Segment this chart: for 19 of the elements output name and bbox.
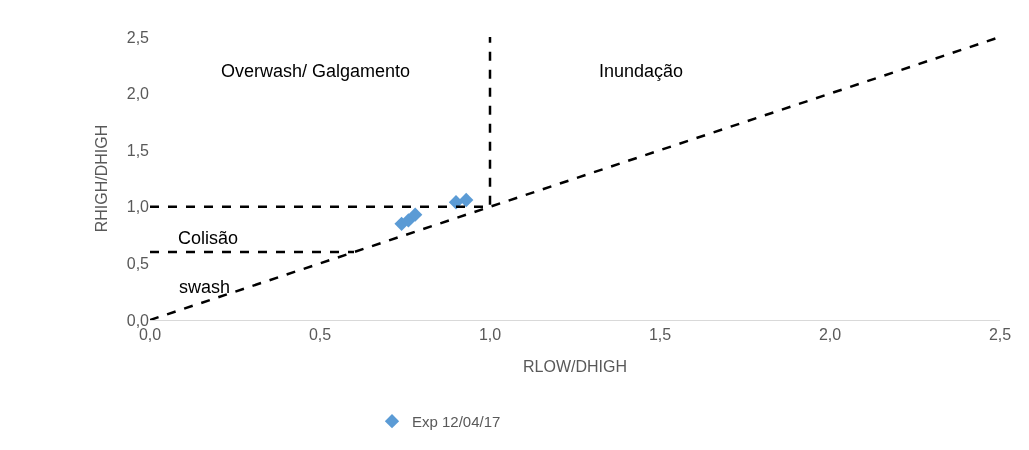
annotation: Inundação — [599, 61, 684, 81]
legend-label: Exp 12/04/17 — [412, 413, 501, 430]
y-tick-label: 1,0 — [126, 198, 150, 216]
x-tick-label: 1,5 — [648, 326, 672, 344]
annotation: Colisão — [178, 228, 239, 248]
y-tick-label: 2,0 — [126, 85, 150, 103]
y-tick-label: 0,0 — [126, 311, 150, 329]
annotation: swash — [179, 277, 231, 297]
x-tick-label: 0,0 — [138, 326, 162, 344]
x-tick-label: 0,5 — [308, 326, 332, 344]
y-tick-label: 0,5 — [126, 255, 150, 272]
y-tick-label: 1,5 — [126, 141, 150, 159]
x-tick-label: 1,0 — [478, 326, 502, 344]
y-axis-title: RHIGH/DHIGH — [92, 124, 110, 233]
x-tick-label: 2,0 — [818, 326, 842, 344]
x-axis-title: RLOW/DHIGH — [523, 357, 627, 375]
x-tick-label: 2,5 — [988, 326, 1012, 344]
annotation: Overwash/ Galgamento — [221, 61, 411, 81]
y-tick-label: 2,5 — [126, 28, 150, 46]
